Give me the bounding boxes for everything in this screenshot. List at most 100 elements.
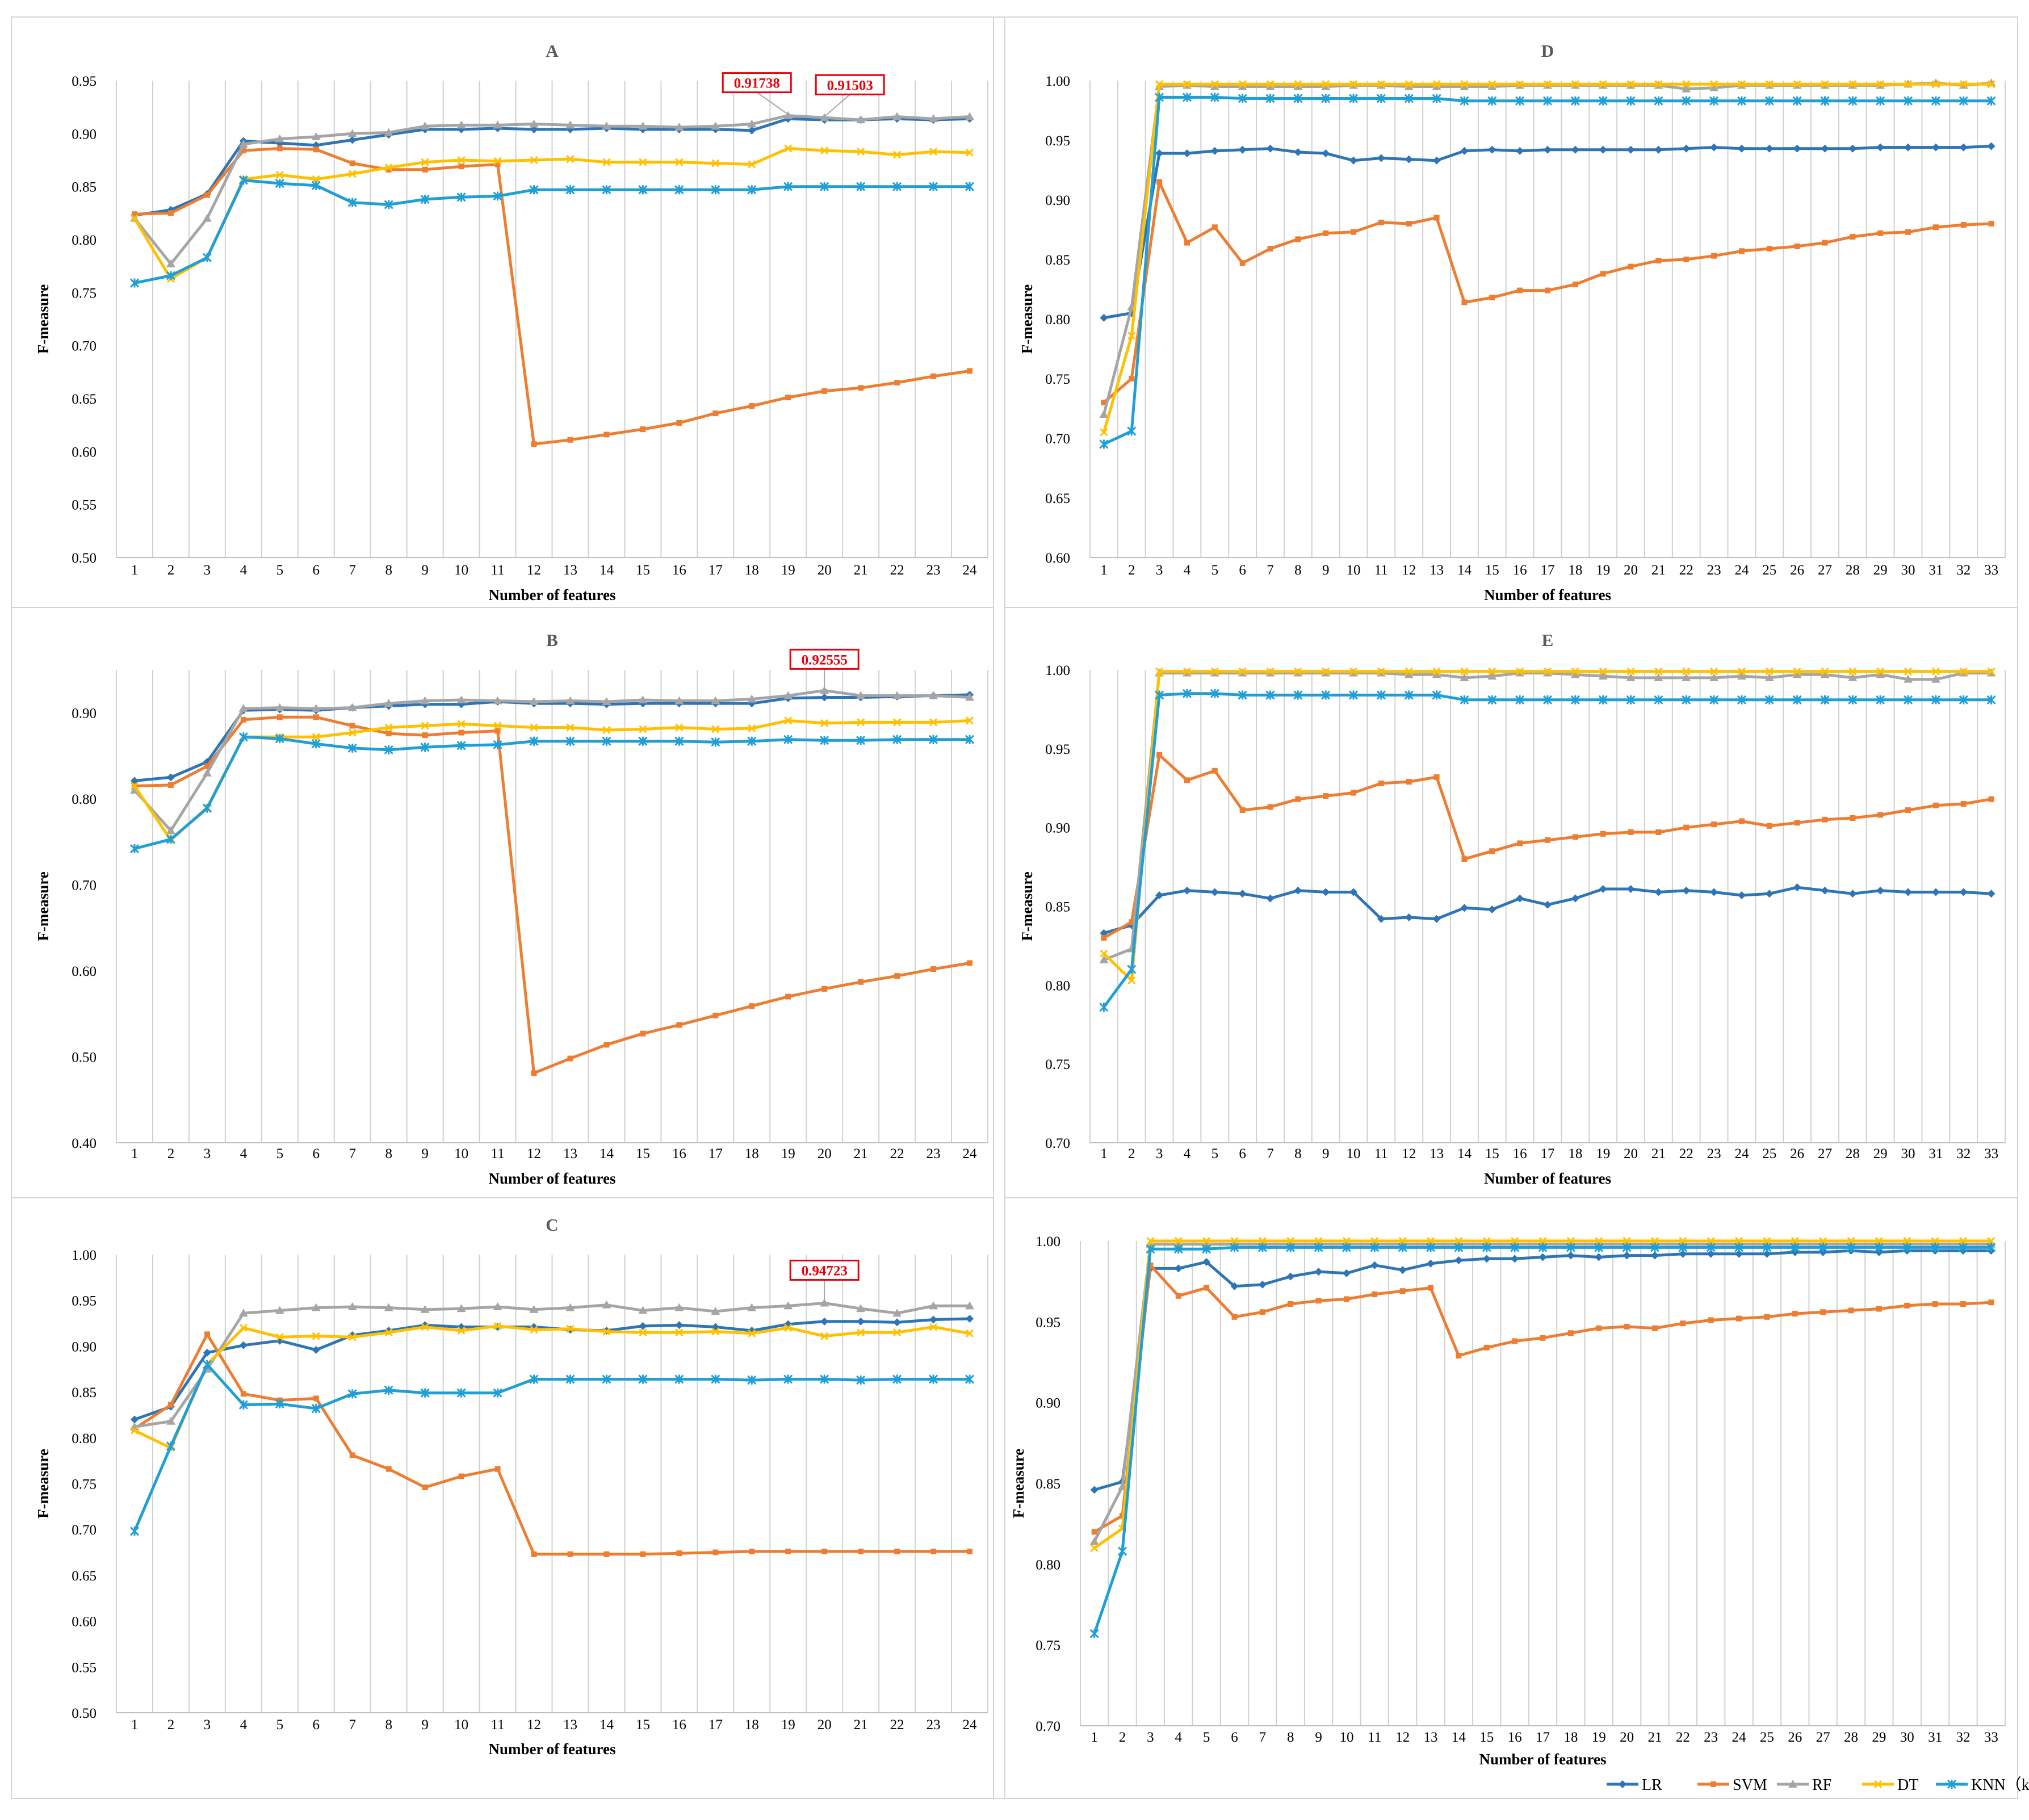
legend-item-dt: DT <box>1862 1776 1918 1794</box>
data-point <box>1342 1243 1352 1252</box>
data-point <box>202 803 212 813</box>
data-point <box>783 1301 793 1310</box>
x-tick-label: 9 <box>1322 563 1330 578</box>
data-point <box>348 170 357 178</box>
data-point <box>1545 837 1550 843</box>
data-point <box>1348 690 1359 700</box>
x-tick-label: 18 <box>1563 1730 1578 1745</box>
data-point <box>1820 695 1830 704</box>
y-tick-label: 0.80 <box>1036 1557 1060 1572</box>
x-tick-label: 23 <box>927 1146 941 1161</box>
data-point <box>1679 1249 1687 1258</box>
data-point <box>784 716 793 725</box>
data-point <box>1231 1314 1238 1320</box>
data-point <box>1708 1317 1714 1323</box>
data-point <box>348 1333 357 1341</box>
data-point <box>856 1376 866 1385</box>
data-point <box>1572 834 1578 840</box>
data-point <box>1540 1335 1546 1341</box>
y-tick-label: 0.65 <box>72 1569 97 1584</box>
data-point <box>1791 1236 1799 1246</box>
data-point <box>1821 886 1829 895</box>
x-tick-label: 24 <box>1732 1730 1747 1745</box>
value-callout: 0.91738 <box>722 72 792 115</box>
data-point <box>1571 667 1579 676</box>
data-point <box>1488 905 1496 914</box>
y-tick-label: 0.70 <box>1045 1136 1070 1151</box>
y-tick-label: 0.75 <box>1045 1057 1070 1072</box>
data-point <box>1877 812 1884 818</box>
x-tick-label: 16 <box>672 1146 686 1161</box>
data-point <box>167 782 174 788</box>
data-point <box>239 1324 248 1332</box>
data-point <box>457 156 466 165</box>
data-point <box>1765 80 1774 89</box>
data-point <box>1349 667 1358 676</box>
y-tick-label: 0.75 <box>1036 1638 1060 1654</box>
data-point <box>640 426 646 433</box>
data-point <box>820 182 829 191</box>
data-point <box>530 1326 538 1334</box>
data-point <box>204 1331 210 1337</box>
x-tick-label: 18 <box>1568 563 1582 578</box>
data-point <box>1850 234 1856 240</box>
data-point <box>1183 886 1191 895</box>
x-tick-label: 33 <box>1984 1146 1998 1161</box>
data-point <box>1399 1288 1406 1294</box>
data-point <box>1623 1251 1631 1260</box>
data-point <box>1127 426 1137 436</box>
data-point <box>1622 1243 1632 1252</box>
data-point <box>1210 888 1219 896</box>
series-svm <box>1101 752 1994 941</box>
data-point <box>747 694 757 703</box>
data-point <box>1848 673 1858 681</box>
x-tick-label: 6 <box>1231 1730 1238 1745</box>
data-point <box>456 741 466 750</box>
data-point <box>1737 667 1746 676</box>
data-point <box>1099 439 1109 449</box>
data-point <box>1294 80 1302 89</box>
x-tick-label: 1 <box>1100 1146 1108 1161</box>
y-tick-label: 0.60 <box>72 964 97 979</box>
data-point <box>1904 143 1913 152</box>
data-point <box>1155 690 1164 700</box>
series-dt <box>130 1322 974 1452</box>
data-point <box>458 1473 464 1479</box>
data-point <box>275 134 284 142</box>
data-point <box>1764 1314 1770 1320</box>
data-point <box>1488 80 1496 89</box>
data-point <box>712 410 719 417</box>
data-point <box>1710 667 1718 676</box>
data-point <box>240 1391 246 1397</box>
series-svm <box>131 145 973 447</box>
series-line-lr <box>134 693 970 782</box>
x-tick-label: 22 <box>1676 1730 1690 1745</box>
data-point <box>1351 229 1357 235</box>
data-point <box>1566 1243 1575 1252</box>
x-tick-label: 26 <box>1790 563 1804 578</box>
data-point <box>602 1327 611 1336</box>
x-tick-label: 2 <box>1128 1146 1135 1161</box>
data-point <box>493 740 502 749</box>
series-line-svm <box>133 1332 970 1556</box>
data-point <box>1734 1236 1743 1246</box>
data-point <box>1427 1259 1435 1268</box>
data-point <box>783 111 793 119</box>
data-point <box>276 145 283 152</box>
data-point <box>1766 246 1772 252</box>
data-point <box>493 191 502 201</box>
data-point <box>602 185 611 195</box>
data-point <box>166 834 175 844</box>
series-dt <box>1100 667 1996 985</box>
data-point <box>384 699 393 707</box>
data-point <box>1566 1236 1575 1246</box>
data-point <box>420 743 430 752</box>
data-point <box>1709 96 1719 106</box>
data-point <box>1348 94 1359 103</box>
x-tick-label: 9 <box>421 563 429 578</box>
data-point <box>602 121 611 130</box>
data-point <box>384 128 393 136</box>
data-point <box>1626 145 1635 154</box>
data-point <box>747 119 757 128</box>
x-tick-label: 3 <box>1147 1730 1154 1745</box>
